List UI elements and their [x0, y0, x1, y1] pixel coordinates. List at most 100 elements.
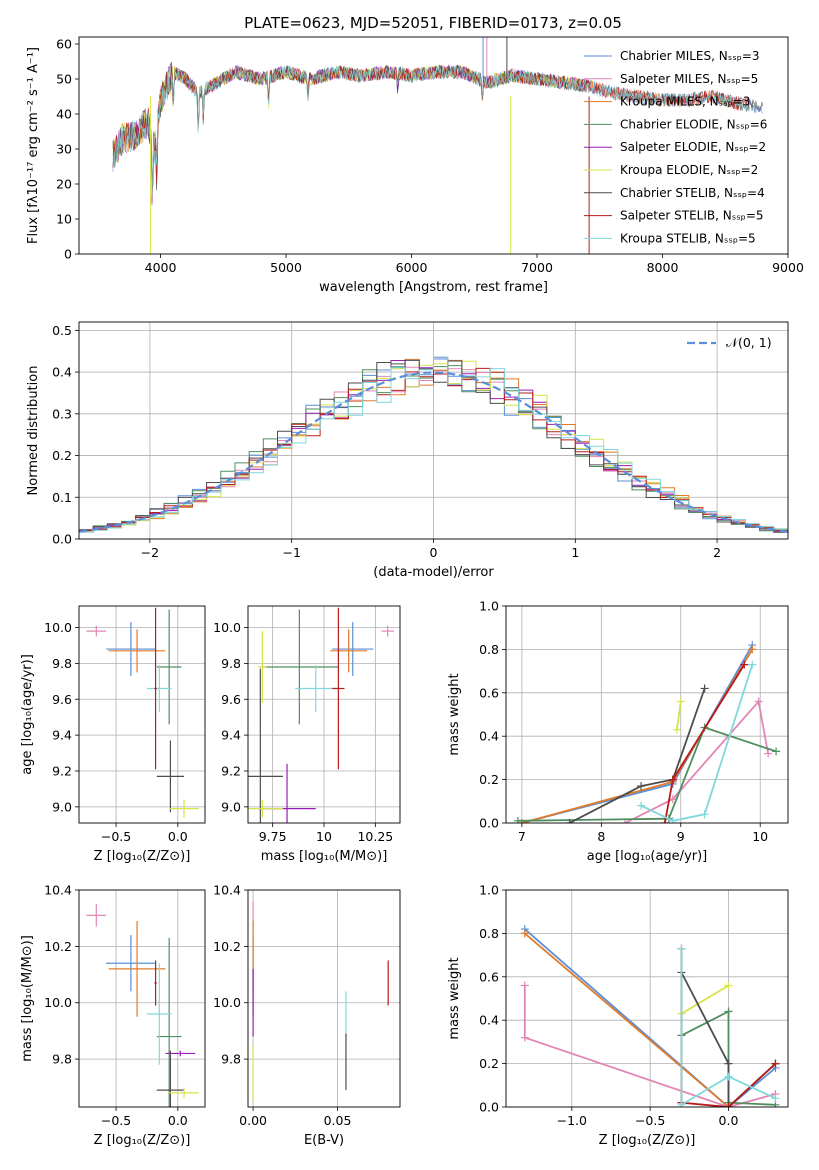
y-axis-label: mass weight: [447, 957, 462, 1039]
weight-line-k_elodie: [681, 984, 729, 1015]
y-tick-label: 9.0: [221, 799, 241, 814]
x-tick-label: 10: [316, 829, 332, 844]
x-tick-label: 5000: [270, 260, 302, 275]
y-tick-label: 20: [56, 177, 72, 192]
weight-marker-s_stelib: [740, 660, 749, 669]
weight-line-c_miles: [521, 644, 754, 823]
weight-marker-k_stelib: [748, 660, 757, 669]
y-tick-label: 50: [56, 72, 72, 87]
axes-frame: [78, 889, 206, 1108]
y-tick-label: 0.8: [479, 642, 499, 657]
y-tick-label: 0.2: [52, 448, 72, 463]
panel-weights_vs_Z: −1.0 −0.5 0.0 0.0 0.2 0.4 0.6 0.8 1.0 Z [log₁₀(Z/…: [447, 883, 789, 1148]
weight-line-c_elodie: [517, 726, 777, 822]
weight-marker-s_miles: [621, 819, 630, 823]
y-tick-label: 0.8: [479, 926, 499, 941]
y-axis-label: age [log₁₀(age/yr)]: [20, 654, 35, 775]
weight-marker-s_miles: [754, 697, 763, 706]
weight-line-k_stelib: [640, 664, 754, 822]
y-tick-label: 0.6: [479, 685, 499, 700]
y-tick-label: 10.0: [213, 620, 241, 635]
y-axis-label: mass [log₁₀(M/M⊙)]: [20, 935, 35, 1062]
weight-line-c_stelib: [569, 688, 706, 823]
weight-marker-k_stelib: [668, 816, 677, 823]
x-axis-label: age [log₁₀(age/yr)]: [587, 849, 708, 864]
spectrum-line-c_elodie: [112, 65, 588, 195]
axes-frame: [505, 889, 789, 1108]
x-tick-label: −0.5: [101, 1113, 131, 1128]
x-axis-label: Z [log₁₀(Z/Z⊙)]: [94, 1133, 191, 1148]
legend-label: 𝒩(0, 1): [726, 335, 772, 350]
weight-marker-k_stelib: [771, 1094, 780, 1103]
x-tick-label: 10.25: [357, 829, 393, 844]
y-tick-label: 9.8: [221, 656, 241, 671]
y-tick-label: 10.0: [44, 620, 72, 635]
y-tick-label: 0.3: [52, 406, 72, 421]
y-tick-label: 0.2: [479, 772, 499, 787]
weight-marker-c_elodie: [513, 816, 522, 823]
y-tick-label: 0.0: [479, 816, 499, 831]
weight-marker-c_elodie: [724, 1007, 733, 1016]
plot-area: [112, 37, 763, 254]
axes-frame: [78, 321, 789, 540]
weight-marker-c_stelib: [724, 1059, 733, 1068]
y-tick-label: 9.6: [221, 692, 241, 707]
page-title: PLATE=0623, MJD=52051, FIBERID=0173, z=0…: [244, 14, 622, 32]
x-tick-label: 9000: [772, 260, 804, 275]
weight-marker-k_stelib: [637, 801, 646, 810]
weight-line-c_miles: [524, 928, 777, 1107]
panel-weights_vs_age: 7 8 9 10 0.0 0.2 0.4 0.6 0.8 1.0 age [log₁₀(age/yr…: [447, 599, 789, 864]
weight-marker-s_stelib: [668, 775, 677, 784]
weight-marker-k_elodie: [672, 725, 681, 734]
y-axis-label: Normed distribution: [26, 366, 41, 496]
panel-age_vs_Z: −0.5 0.0 9.0 9.2 9.4 9.6 9.8 10.0 Z [log₁₀(Z/Z⊙)…: [20, 605, 206, 864]
legend: 𝒩(0, 1): [687, 335, 772, 350]
x-tick-label: 0: [430, 545, 438, 560]
weight-marker-k_stelib: [724, 1072, 733, 1081]
x-tick-label: 0.00: [239, 1113, 267, 1128]
weight-line-s_miles: [523, 985, 776, 1107]
axes-frame: [78, 36, 789, 255]
legend-label: Chabrier ELODIE, Nₛₛₚ=6: [620, 117, 767, 131]
plot-area: [86, 904, 199, 1107]
spectrum-line-k_miles: [112, 65, 751, 203]
y-tick-label: 0.0: [479, 1100, 499, 1115]
y-tick-label: 9.8: [52, 656, 72, 671]
legend-label: Chabrier MILES, Nₛₛₚ=3: [620, 49, 760, 63]
y-tick-label: 10.0: [44, 995, 72, 1010]
plot-area: [248, 607, 394, 823]
y-tick-label: 10.4: [213, 883, 241, 898]
panel-mass_vs_Z: −0.5 0.0 9.8 10.0 10.2 10.4 Z [log₁₀(Z/Z⊙)] mas…: [20, 883, 206, 1148]
gaussian-curve: [79, 371, 788, 533]
weight-marker-k_stelib: [677, 944, 686, 953]
y-tick-label: 10.4: [44, 883, 72, 898]
y-tick-label: 10: [56, 212, 72, 227]
weight-marker-c_stelib: [700, 684, 709, 693]
x-axis-label: mass [log₁₀(M/M⊙)]: [261, 849, 388, 864]
weight-marker-k_stelib: [677, 1100, 686, 1107]
x-tick-label: 2: [713, 545, 721, 560]
y-axis-label: mass weight: [447, 673, 462, 755]
legend-label: Salpeter MILES, Nₛₛₚ=5: [620, 72, 758, 86]
spectrum-line-k_stelib: [112, 63, 751, 196]
y-tick-label: 0.6: [479, 969, 499, 984]
weight-marker-c_stelib: [565, 819, 574, 823]
y-tick-label: 9.4: [221, 728, 241, 743]
y-tick-label: 0.2: [479, 1056, 499, 1071]
x-axis-label: (data-model)/error: [373, 565, 494, 580]
legend-label: Kroupa STELIB, Nₛₛₚ=5: [620, 231, 756, 245]
x-tick-label: 0.0: [168, 829, 188, 844]
x-tick-label: −0.5: [635, 1113, 665, 1128]
y-axis-label: Flux [fλ10⁻¹⁷ erg cm⁻² s⁻¹ A⁻¹]: [26, 47, 41, 244]
plot-area: [86, 607, 199, 818]
axes-frame: [247, 889, 401, 1108]
weight-marker-k_elodie: [676, 697, 685, 706]
panel-residuals: −2 −1 0 1 2 0.0 0.1 0.2 0.3 0.4 0.5 (data-model)/er…: [26, 321, 789, 580]
legend-label: Kroupa ELODIE, Nₛₛₚ=2: [620, 163, 758, 177]
panel-spectrum: 4000 5000 6000 7000 8000 9000 0 10 20 30 40 50 60 wav…: [26, 37, 804, 296]
legend: Chabrier MILES, Nₛₛₚ=3 Salpeter MILES, Nₛ…: [584, 49, 767, 245]
weight-marker-c_stelib: [637, 782, 646, 791]
axes-frame: [247, 605, 401, 824]
legend-label: Kroupa MILES, Nₛₛₚ=3: [620, 95, 750, 109]
y-tick-label: 0.4: [479, 729, 499, 744]
